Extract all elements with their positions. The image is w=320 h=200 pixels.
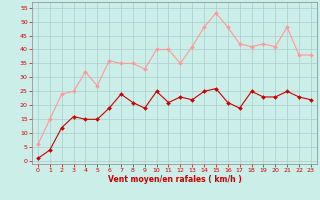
- X-axis label: Vent moyen/en rafales ( km/h ): Vent moyen/en rafales ( km/h ): [108, 175, 241, 184]
